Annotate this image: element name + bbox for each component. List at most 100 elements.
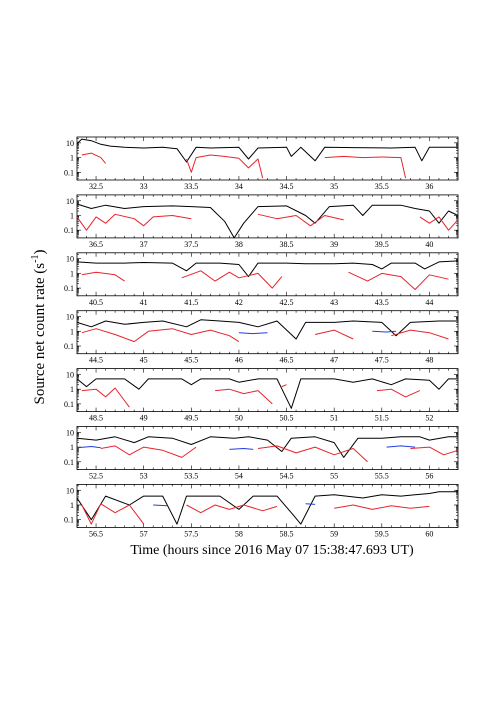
x-tick-label: 47 [330,356,338,365]
series-line-red [410,446,459,456]
x-tick-label: 38.5 [280,240,294,249]
x-tick-label: 49.5 [184,414,198,423]
x-tick-label: 51.5 [375,414,389,423]
panel-7: 10 1 0.1 56.5 57 57.5 58 58.5 59 59.5 60 [64,483,459,538]
x-tick-label: 39 [330,240,338,249]
x-tick-label: 34 [235,182,243,191]
panel-frame [76,483,459,528]
y-tick-label: 10 [66,197,74,206]
series-line-black [76,138,458,163]
panel-1: 10 1 0.1 32.5 33 33.5 34 34.5 35 35.5 36 [64,136,459,191]
x-tick-label: 54.5 [280,472,294,481]
x-tick-label: 36 [425,182,433,191]
series-line-black [76,436,458,458]
x-axis-label: Time (hours since 2016 May 07 15:38:47.6… [130,543,414,558]
y-tick-label: 0.1 [64,226,74,235]
panel-2: 10 1 0.1 36.5 37 37.5 38 38.5 39 39.5 40 [64,194,459,249]
x-tick-label: 34.5 [280,182,294,191]
panel-6: 10 1 0.1 52.5 53 53.5 54 54.5 55 55.5 56 [64,426,459,481]
y-axis-label-text: Source net count rate (s [32,263,48,405]
x-tick-label: 40.5 [89,298,103,307]
x-tick-label: 42 [235,298,243,307]
y-tick-label: 1 [70,385,74,394]
series-line-red [186,504,278,514]
y-tick-label: 0.1 [64,400,74,409]
series-line-black [76,319,458,340]
series-line-red [181,270,283,289]
x-tick-label: 52 [425,414,433,423]
x-tick-label: 52.5 [89,472,103,481]
x-tick-label: 33 [140,182,148,191]
x-tick-label: 42.5 [280,298,294,307]
y-tick-label: 0.1 [64,284,74,293]
y-tick-label: 10 [66,486,74,495]
series-line-blue [386,445,416,448]
y-tick-label: 10 [66,313,74,322]
y-tick-label: 0.1 [64,342,74,351]
x-tick-label: 48.5 [89,414,103,423]
y-tick-label: 1 [70,211,74,220]
x-tick-label: 33.5 [184,182,198,191]
x-tick-label: 53.5 [184,472,198,481]
x-tick-label: 48 [425,356,433,365]
x-tick-label: 35 [330,182,338,191]
x-tick-label: 32.5 [89,182,103,191]
x-tick-label: 45.5 [184,356,198,365]
x-tick-label: 58.5 [280,529,294,538]
x-tick-label: 40 [425,240,433,249]
series-line-blue [76,446,101,449]
y-tick-label: 10 [66,139,74,148]
y-tick-label: 1 [70,501,74,510]
series-line-red [257,213,344,227]
y-tick-label: 1 [70,443,74,452]
series-line-black [76,491,458,525]
x-tick-label: 54 [235,472,243,481]
x-tick-label: 57.5 [184,529,198,538]
panel-5: 10 1 0.1 48.5 49 49.5 50 50.5 51 51.5 52 [64,368,459,423]
y-tick-label: 10 [66,370,74,379]
x-tick-label: 41.5 [184,298,198,307]
panel-frame [76,368,459,413]
panel-frame [76,252,459,297]
series-line-red [81,328,240,343]
x-tick-label: 59.5 [375,529,389,538]
series-line-red [376,388,421,398]
x-tick-label: 56.5 [89,529,103,538]
x-tick-label: 37 [140,240,148,249]
x-tick-label: 41 [140,298,148,307]
panels-group: 10 1 0.1 32.5 33 33.5 34 34.5 35 35.5 36 10 1 0.1 36.5… [64,136,459,538]
x-tick-label: 44.5 [89,356,103,365]
series-line-red [81,152,106,164]
y-axis-label-sup: -1 [30,255,41,263]
x-tick-label: 37.5 [184,240,198,249]
y-axis-label-close: ) [32,250,48,255]
y-tick-label: 10 [66,428,74,437]
series-line-red [81,503,145,525]
series-line-red [100,445,197,458]
y-tick-label: 10 [66,255,74,264]
x-tick-label: 46.5 [280,356,294,365]
x-tick-label: 43 [330,298,338,307]
x-tick-label: 39.5 [375,240,389,249]
x-tick-label: 45 [140,356,148,365]
x-tick-label: 51 [330,414,338,423]
x-tick-label: 44 [425,298,433,307]
y-tick-label: 1 [70,269,74,278]
series-line-red [281,384,287,388]
series-line-red [215,388,273,405]
series-line-black [76,203,459,239]
series-line-red [324,155,407,179]
series-line-red [81,387,130,408]
panel-frame [76,310,459,355]
x-tick-label: 35.5 [375,182,389,191]
x-tick-label: 55 [330,472,338,481]
y-tick-label: 0.1 [64,168,74,177]
x-tick-label: 38 [235,240,243,249]
x-tick-label: 46 [235,356,243,365]
x-tick-label: 47.5 [375,356,389,365]
series-line-red [186,154,264,179]
y-tick-label: 0.1 [64,458,74,467]
x-tick-label: 55.5 [375,472,389,481]
panel-3: 10 1 0.1 40.5 41 41.5 42 42.5 43 43.5 44 [64,252,459,307]
